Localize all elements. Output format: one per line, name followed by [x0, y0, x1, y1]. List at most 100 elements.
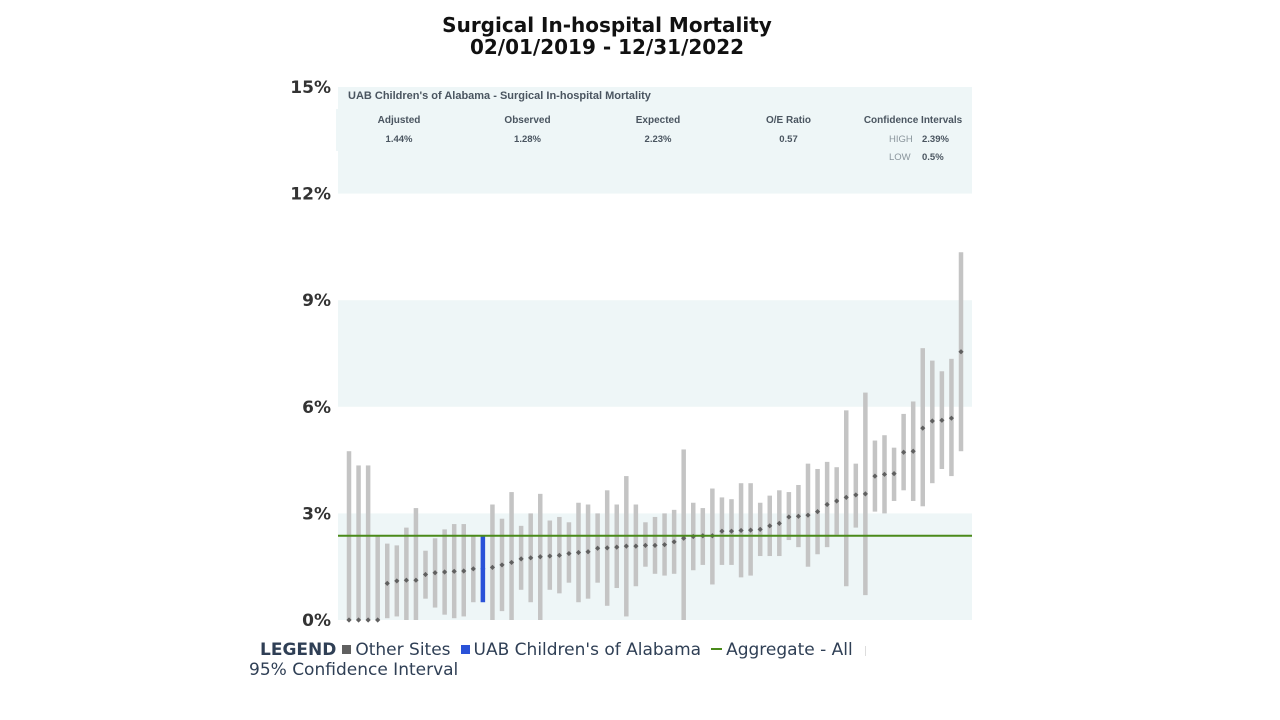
site-point — [537, 554, 543, 560]
ci-high-label: HIGH — [889, 134, 913, 145]
legend-highlight-site-label: UAB Children's of Alabama — [473, 640, 702, 660]
site-point — [355, 617, 362, 623]
observed-value: 1.28% — [514, 134, 541, 145]
oe-ratio-cell: O/E Ratio 0.57 — [723, 109, 854, 151]
site-point — [422, 571, 429, 578]
y-tick-label: 12% — [290, 185, 331, 205]
info-panel: UAB Children's of Alabama - Surgical In-… — [336, 86, 972, 194]
site-point — [508, 559, 515, 566]
site-point — [853, 492, 859, 498]
site-point — [547, 553, 553, 559]
expected-cell: Expected 2.23% — [593, 109, 723, 151]
site-point — [566, 550, 572, 557]
site-point — [384, 580, 390, 587]
legend: LEGEND Other Sites UAB Children's of Alaba… — [249, 640, 889, 680]
other-sites-swatch — [342, 645, 352, 654]
site-point — [413, 577, 419, 583]
site-point — [489, 564, 496, 571]
site-point — [939, 417, 945, 423]
site-point — [920, 425, 926, 431]
site-point — [843, 494, 849, 501]
site-point — [528, 555, 534, 561]
site-point — [499, 562, 505, 568]
y-tick-label: 0% — [302, 611, 331, 631]
ci-high-value: 2.39% — [922, 134, 949, 145]
site-point — [403, 577, 409, 583]
background-band — [338, 300, 972, 407]
site-point — [585, 549, 591, 555]
highlight-site-swatch — [460, 645, 470, 654]
site-point — [518, 556, 524, 562]
site-ci-bar — [413, 508, 419, 620]
legend-other-sites-label: Other Sites — [355, 640, 451, 660]
site-point — [633, 543, 639, 549]
site-point — [805, 512, 811, 518]
legend-ci-label: 95% Confidence Interval — [249, 660, 459, 680]
site-point — [681, 535, 687, 541]
adjusted-value: 1.44% — [385, 134, 413, 145]
legend-item-other-sites[interactable]: Other Sites — [342, 640, 451, 660]
ci-low-value: 0.5% — [922, 152, 944, 163]
chart-title-main: Surgical In-hospital Mortality — [442, 13, 772, 37]
site-ci-bar — [681, 449, 686, 620]
ci-low-label: LOW — [889, 152, 911, 163]
site-point — [671, 539, 677, 545]
y-tick-label: 15% — [290, 78, 331, 98]
expected-value: 2.23% — [644, 134, 672, 145]
site-point — [728, 528, 735, 534]
legend-title: LEGEND — [260, 640, 337, 660]
site-point — [719, 528, 725, 534]
site-ci-bar — [404, 527, 409, 620]
legend-aggregate-label: Aggregate - All — [726, 640, 853, 660]
site-point — [442, 569, 448, 575]
adjusted-label: Adjusted — [377, 115, 421, 126]
site-point — [891, 471, 897, 477]
site-point — [948, 415, 955, 421]
site-point — [432, 570, 438, 576]
site-point — [623, 543, 629, 549]
site-point — [958, 349, 964, 355]
site-point — [556, 552, 562, 558]
aggregate-line-swatch — [711, 648, 723, 650]
site-point — [470, 566, 476, 572]
site-point — [642, 542, 649, 548]
site-point — [872, 473, 878, 479]
site-point — [824, 501, 830, 508]
site-ci-bar — [365, 465, 371, 620]
site-point — [795, 513, 802, 519]
site-point — [394, 578, 400, 584]
site-point — [786, 514, 792, 520]
site-point — [575, 549, 582, 556]
site-point — [451, 568, 457, 574]
y-tick-label: 9% — [302, 291, 331, 311]
oe-ratio-label: O/E Ratio — [765, 115, 811, 126]
site-point — [461, 568, 467, 574]
chart-subtitle: 02/01/2019 - 12/31/2022 — [469, 35, 745, 59]
oe-ratio-value: 0.57 — [779, 134, 798, 145]
ci-swatch — [864, 646, 866, 656]
site-point — [661, 542, 668, 548]
site-point — [595, 545, 601, 551]
site-point — [834, 498, 840, 504]
site-point — [862, 491, 868, 497]
site-point — [748, 527, 754, 533]
site-point — [738, 527, 744, 534]
site-point — [614, 544, 620, 550]
site-ci-bar — [356, 465, 361, 620]
legend-item-ci[interactable]: 95% Confidence Interval — [249, 660, 458, 680]
site-point — [346, 617, 352, 623]
site-ci-bar — [375, 535, 380, 620]
site-point — [652, 542, 658, 548]
expected-label: Expected — [635, 115, 681, 126]
legend-item-highlight-site[interactable]: UAB Children's of Alabama — [460, 640, 702, 660]
site-ci-bar — [490, 504, 495, 620]
site-point — [901, 449, 907, 455]
site-point — [814, 509, 821, 515]
site-point — [604, 545, 610, 551]
site-point — [365, 617, 371, 623]
site-point — [767, 523, 773, 529]
info-panel-header: UAB Children's of Alabama - Surgical In-… — [348, 90, 651, 102]
observed-cell: Observed 1.28% — [462, 109, 593, 151]
legend-item-aggregate[interactable]: Aggregate - All — [711, 640, 853, 660]
site-ci-bar — [509, 492, 514, 620]
